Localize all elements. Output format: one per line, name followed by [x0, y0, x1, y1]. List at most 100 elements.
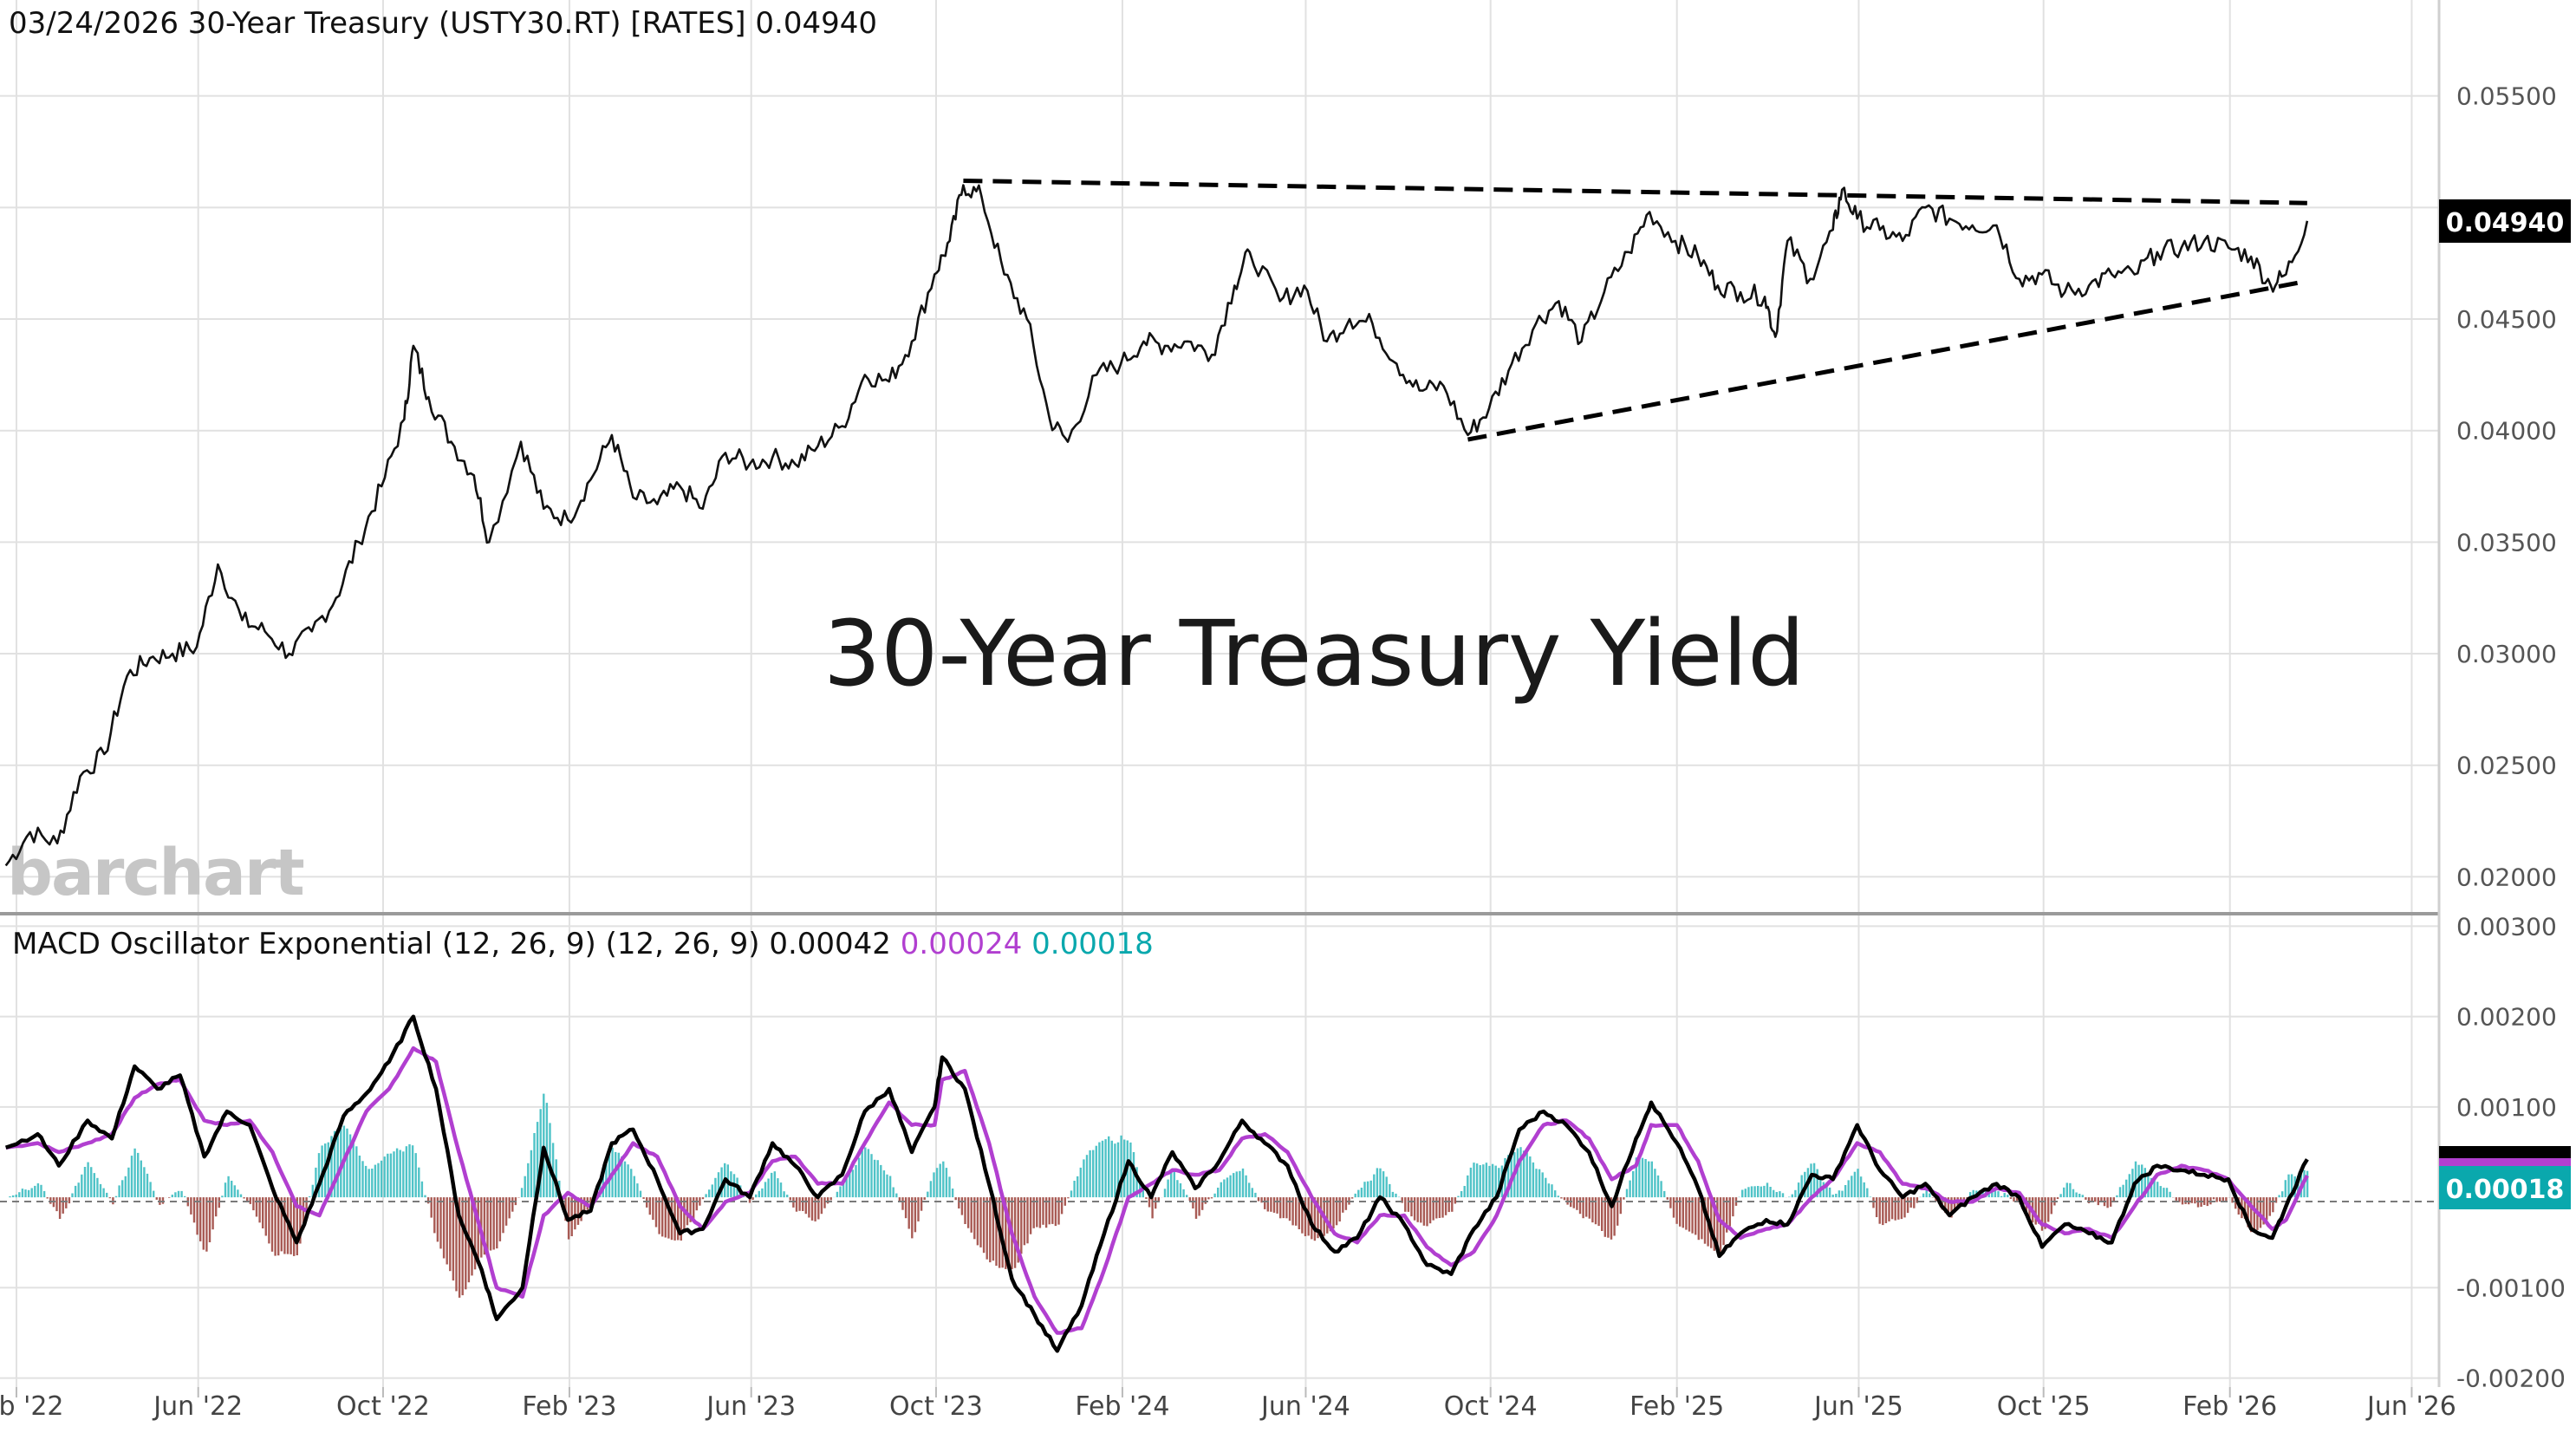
histogram-bar [2190, 1197, 2193, 1203]
histogram-bar [1001, 1197, 1004, 1268]
chart-annotation: 30-Year Treasury Yield [823, 601, 1805, 707]
histogram-bar [299, 1197, 302, 1244]
macd-legend-histogram: 0.00018 [1031, 927, 1154, 961]
histogram-bar [296, 1197, 298, 1255]
histogram-bar [2085, 1197, 2087, 1200]
histogram-bar [1525, 1152, 1528, 1198]
histogram-bar [1089, 1150, 1091, 1198]
histogram-bar [804, 1197, 807, 1215]
histogram-bar [2272, 1197, 2274, 1213]
histogram-bar [857, 1157, 861, 1198]
histogram-bar [2112, 1197, 2115, 1202]
histogram-bar [2159, 1186, 2162, 1198]
histogram-bar [652, 1197, 654, 1221]
histogram-bar [783, 1191, 785, 1198]
histogram-bar [661, 1197, 664, 1237]
histogram-bar [717, 1172, 720, 1198]
histogram-bar [473, 1197, 477, 1270]
price-tick-label: 0.04500 [2456, 305, 2557, 334]
histogram-bar [720, 1167, 723, 1198]
histogram-bar [621, 1156, 623, 1198]
histogram-bar [504, 1197, 508, 1226]
histogram-bar [1032, 1197, 1035, 1228]
histogram-bar [333, 1130, 336, 1198]
x-tick-label: Feb '23 [522, 1391, 616, 1422]
histogram-bar [1254, 1192, 1257, 1198]
histogram-bar [1179, 1183, 1182, 1198]
histogram-bar [202, 1197, 205, 1250]
histogram-bar [711, 1184, 713, 1198]
histogram-bar [1638, 1157, 1641, 1198]
histogram-bar [1085, 1155, 1089, 1198]
histogram-bar [1447, 1197, 1450, 1213]
histogram-bar [1656, 1175, 1660, 1198]
histogram-bar [1972, 1189, 1974, 1198]
histogram-bar [1541, 1172, 1544, 1198]
histogram-bar [1947, 1197, 1950, 1216]
histogram-bar [205, 1197, 208, 1252]
histogram-bar [1220, 1182, 1222, 1198]
histogram-bar [677, 1197, 680, 1241]
histogram-bar [1051, 1197, 1054, 1224]
histogram-bar [589, 1197, 592, 1207]
histogram-bar [1241, 1168, 1245, 1198]
histogram-bar [1026, 1197, 1029, 1244]
histogram-bar [130, 1156, 133, 1198]
histogram-bar [1781, 1193, 1785, 1198]
histogram-bar [2250, 1197, 2253, 1233]
histogram-bar [1235, 1171, 1238, 1198]
histogram-bar [1329, 1197, 1332, 1232]
histogram-bar [2047, 1197, 2050, 1222]
histogram-bar [527, 1163, 530, 1198]
histogram-bar [1654, 1169, 1656, 1198]
histogram-bar [1475, 1163, 1479, 1198]
histogram-bar [1435, 1197, 1438, 1219]
histogram-bar [393, 1151, 395, 1198]
histogram-bar [789, 1197, 791, 1201]
histogram-bar [960, 1197, 964, 1215]
histogram-bar [1342, 1197, 1344, 1213]
histogram-bar [2059, 1194, 2062, 1198]
histogram-bar [2106, 1197, 2109, 1208]
histogram-bar [549, 1123, 551, 1198]
histogram-bar [904, 1197, 907, 1219]
histogram-bar [1229, 1175, 1232, 1198]
histogram-bar [1366, 1181, 1369, 1198]
histogram-bar [55, 1197, 58, 1212]
histogram-bar [309, 1196, 311, 1198]
histogram-bar [1753, 1186, 1756, 1198]
histogram-bar [2181, 1197, 2184, 1205]
histogram-bar [255, 1197, 258, 1217]
histogram-bar [374, 1164, 377, 1198]
histogram-bar [455, 1197, 458, 1292]
histogram-bar [1054, 1197, 1057, 1227]
histogram-bar [882, 1170, 886, 1198]
x-tick-label: Feb '24 [1075, 1391, 1169, 1422]
histogram-bar [520, 1188, 524, 1198]
histogram-bar [1101, 1140, 1104, 1198]
histogram-bar [1863, 1182, 1865, 1198]
histogram-bar [1560, 1197, 1563, 1199]
histogram-bar [215, 1197, 218, 1217]
histogram-bar [2278, 1195, 2280, 1198]
histogram-bar [693, 1197, 695, 1219]
histogram-bar [1757, 1186, 1760, 1198]
histogram-bar [2287, 1174, 2290, 1198]
histogram-bar [2203, 1197, 2206, 1205]
histogram-bar [1623, 1197, 1625, 1200]
price-series [4, 184, 2309, 867]
histogram-bar [2050, 1197, 2052, 1215]
histogram-bar [74, 1185, 77, 1198]
histogram-bar [892, 1187, 894, 1198]
histogram-bar [1812, 1163, 1816, 1198]
histogram-bar [293, 1197, 296, 1256]
histogram-bar [839, 1186, 842, 1198]
histogram-bar [2118, 1187, 2122, 1198]
histogram-bar [1029, 1197, 1032, 1234]
histogram-bar [2231, 1197, 2234, 1203]
histogram-bar [1794, 1189, 1797, 1198]
macd-badges: 0.00018 [2439, 1146, 2571, 1209]
histogram-bar [2091, 1197, 2093, 1202]
histogram-bar [2165, 1188, 2169, 1198]
